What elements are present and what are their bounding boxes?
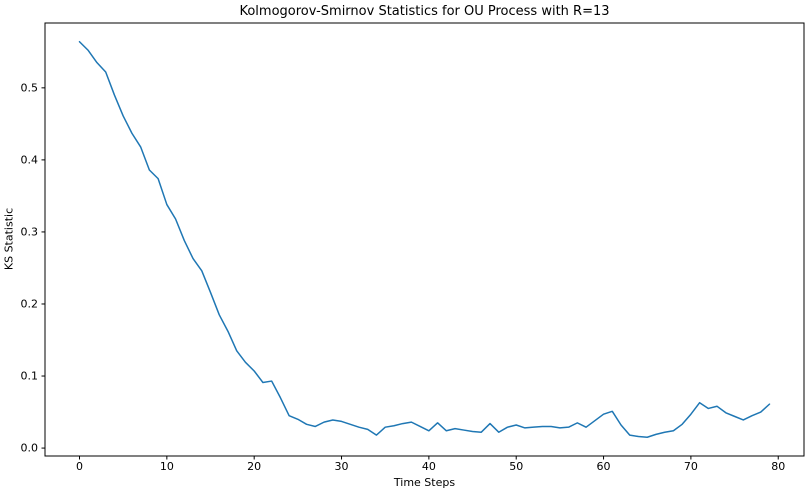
y-tick-label: 0.4 (21, 153, 39, 166)
x-tick-label: 30 (335, 460, 349, 473)
x-tick-label: 20 (247, 460, 261, 473)
x-axis-label: Time Steps (393, 476, 456, 489)
chart-title: Kolmogorov-Smirnov Statistics for OU Pro… (239, 4, 610, 19)
axes-spines (44, 22, 805, 457)
x-tick-label: 70 (684, 460, 698, 473)
x-tick-label: 40 (422, 460, 436, 473)
y-tick-label: 0.3 (21, 225, 39, 238)
y-axis-label: KS Statistic (2, 207, 16, 271)
x-tick-label: 50 (509, 460, 523, 473)
ks-statistic-line (78, 40, 771, 439)
y-tick-label: 0.1 (21, 370, 39, 383)
y-tick-label: 0.0 (21, 442, 39, 455)
x-tick-label: 10 (160, 460, 174, 473)
y-tick-label: 0.2 (21, 297, 39, 310)
x-tick-label: 80 (771, 460, 785, 473)
x-tick-label: 60 (597, 460, 611, 473)
y-tick-label: 0.5 (21, 81, 39, 94)
x-tick-label: 0 (76, 460, 83, 473)
